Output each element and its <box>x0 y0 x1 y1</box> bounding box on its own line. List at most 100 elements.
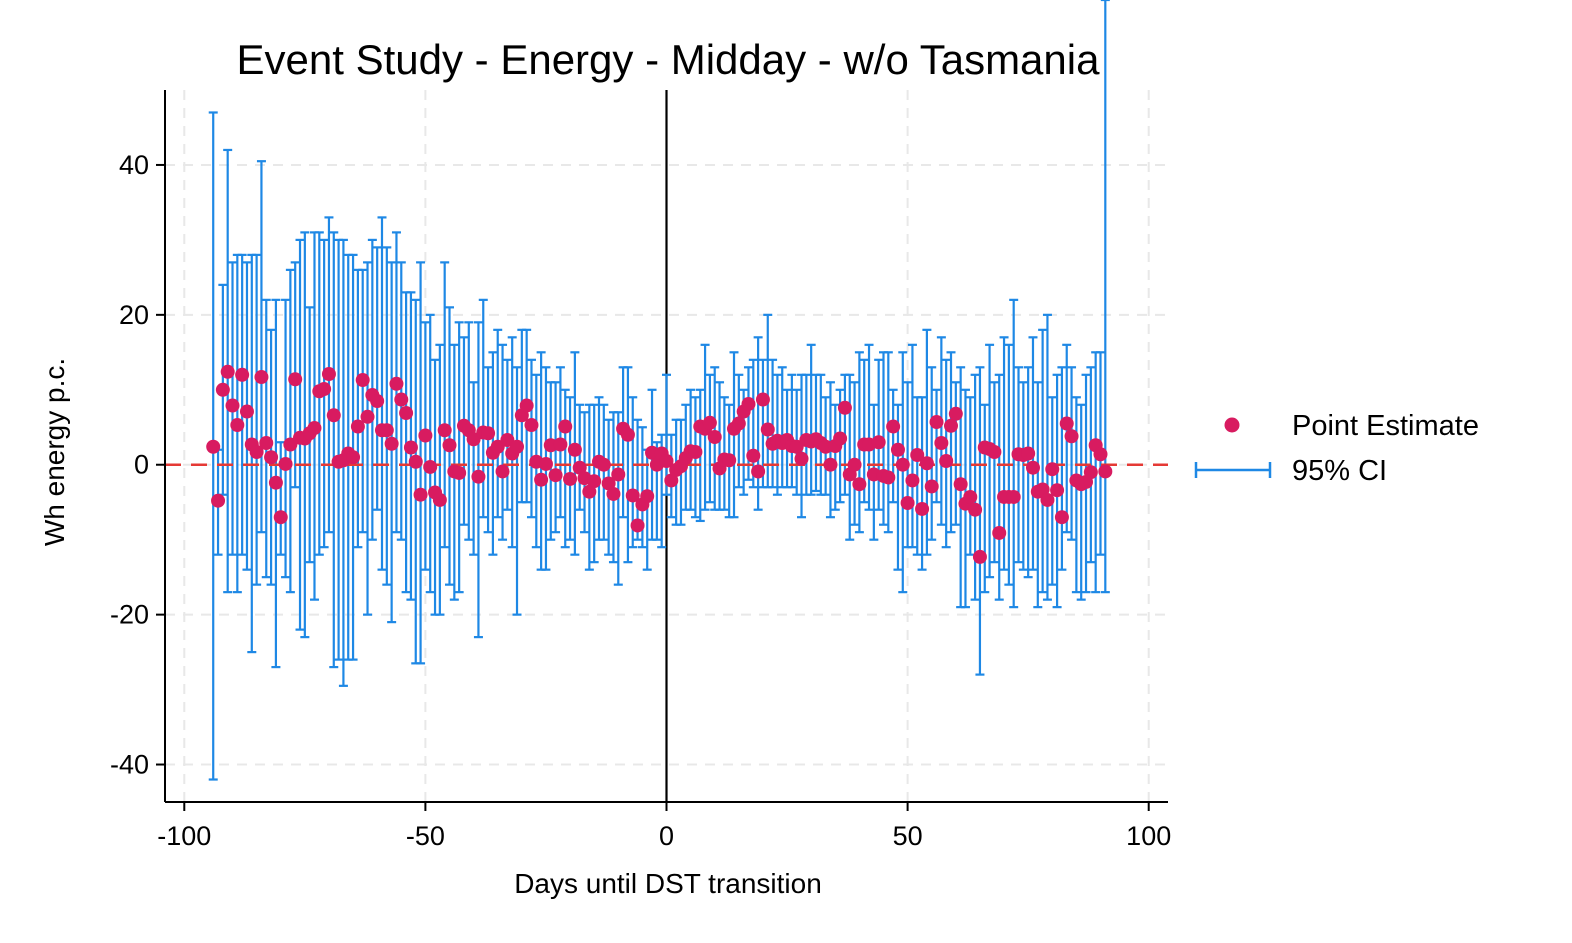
point-estimate <box>1025 460 1040 475</box>
ci-bars <box>208 0 1110 781</box>
ci-bar <box>237 253 247 556</box>
point-estimate <box>939 453 954 468</box>
ci-bar <box>1067 366 1077 541</box>
point-estimate <box>881 470 896 485</box>
point-estimate <box>1021 446 1036 461</box>
ci-bar <box>970 373 980 601</box>
point-estimate <box>963 489 978 504</box>
point-estimate <box>895 457 910 472</box>
point-estimate <box>471 469 486 484</box>
point-estimate <box>307 421 322 436</box>
ci-bar <box>830 403 840 511</box>
point-estimate <box>346 450 361 465</box>
ci-bar <box>994 373 1004 601</box>
point-estimate <box>264 450 279 465</box>
point-estimate <box>321 367 336 382</box>
ci-bar <box>565 396 575 541</box>
ci-bar <box>363 261 373 616</box>
ci-bar <box>281 298 291 579</box>
ci-bar <box>1076 403 1086 601</box>
ci-bar <box>787 373 797 489</box>
ci-bar <box>551 381 561 534</box>
point-estimate <box>1083 465 1098 480</box>
ci-bar <box>1042 313 1052 601</box>
ci-bar <box>927 366 937 541</box>
y-tick-label: 20 <box>119 300 149 330</box>
ci-bar <box>941 358 951 549</box>
ci-bar <box>917 396 927 571</box>
ci-bar <box>850 381 860 526</box>
ci-bar <box>743 366 753 481</box>
ci-bar <box>382 246 392 586</box>
ci-bar <box>662 373 671 496</box>
ci-bar <box>1038 328 1048 594</box>
ci-bar <box>951 381 961 526</box>
ci-bar <box>252 253 262 586</box>
point-estimate <box>553 437 568 452</box>
point-estimate <box>389 376 404 391</box>
ci-bar <box>1057 366 1067 571</box>
point-estimate <box>722 453 737 468</box>
point-estimate <box>582 484 597 499</box>
point-estimate <box>288 372 303 387</box>
axes: -40 -20 0 20 40 -100 -50 0 50 100 <box>110 90 1171 851</box>
point-estimate <box>259 436 274 451</box>
point-estimate <box>408 454 423 469</box>
point-estimate <box>972 549 987 564</box>
point-estimate <box>563 471 578 486</box>
point-estimate <box>273 510 288 525</box>
ci-bar <box>334 238 344 661</box>
point-estimate <box>1098 464 1113 479</box>
legend-point-marker <box>1224 417 1240 433</box>
point-estimate <box>249 444 264 459</box>
ci-bar <box>874 358 884 511</box>
point-estimate <box>519 398 534 413</box>
ci-bar <box>715 381 725 511</box>
point-estimate <box>640 489 655 504</box>
point-estimate <box>630 518 645 533</box>
point-estimate <box>910 447 925 462</box>
point-estimate <box>611 467 626 482</box>
point-estimate <box>741 397 756 412</box>
x-tick-label: 0 <box>659 821 674 851</box>
ci-bar <box>469 381 479 556</box>
point-estimate <box>510 439 525 454</box>
ci-bar <box>454 321 464 594</box>
legend-label-95-ci: 95% CI <box>1292 455 1387 487</box>
point-estimate <box>596 457 611 472</box>
y-tick-label: -40 <box>110 750 149 780</box>
ci-bar <box>893 403 903 571</box>
ci-bar <box>946 351 956 534</box>
point-estimate <box>548 468 563 483</box>
ci-bar <box>493 328 503 519</box>
point-estimate <box>534 472 549 487</box>
point-estimate <box>587 474 602 489</box>
point-estimate <box>890 442 905 457</box>
ci-bar <box>623 366 633 564</box>
ci-bar <box>526 358 536 519</box>
ci-bar <box>358 268 368 534</box>
point-estimate <box>601 476 616 491</box>
point-estimate <box>731 416 746 431</box>
legend: Point Estimate 95% CI <box>1194 410 1479 487</box>
point-estimate <box>1006 489 1021 504</box>
point-estimate <box>230 418 245 433</box>
point-estimate <box>370 394 385 409</box>
point-estimate <box>688 444 703 459</box>
point-estimate <box>452 465 467 480</box>
point-estimate <box>538 456 553 471</box>
ci-bar <box>898 351 908 594</box>
ci-bar <box>864 343 874 511</box>
point-estimate <box>992 525 1007 540</box>
x-tick-label: 100 <box>1126 821 1171 851</box>
ci-bar <box>372 246 382 511</box>
point-estimate <box>987 444 1002 459</box>
ci-bar <box>1100 0 1110 594</box>
point-estimate <box>215 382 230 397</box>
point-estimate <box>934 436 949 451</box>
point-estimate <box>423 459 438 474</box>
point-estimate <box>206 439 221 454</box>
point-estimate <box>413 487 428 502</box>
x-tick-label: -50 <box>406 821 445 851</box>
point-estimate <box>355 373 370 388</box>
